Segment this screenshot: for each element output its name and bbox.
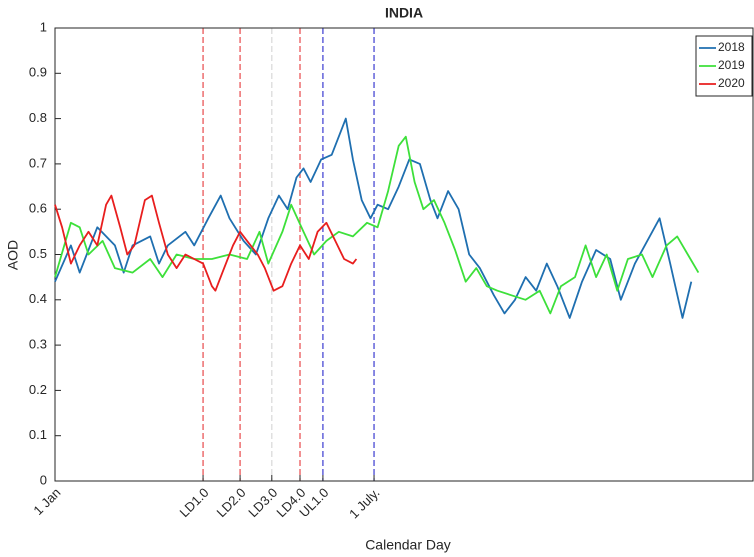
plot-frame — [54, 27, 754, 482]
y-tick-label: 0.3 — [29, 337, 47, 352]
legend-label: 2019 — [718, 58, 745, 72]
y-tick-label: 0.4 — [29, 291, 47, 306]
x-tick-label: LD3.0 — [245, 485, 280, 520]
legend-label: 2018 — [718, 40, 745, 54]
series-line — [54, 135, 700, 315]
y-tick-label: 0 — [40, 472, 47, 487]
series-line — [54, 194, 358, 292]
x-tick-label: LD2.0 — [213, 485, 248, 520]
y-tick-label: 0.8 — [29, 110, 47, 125]
y-tick-label: 0.6 — [29, 201, 47, 216]
x-tick-label: 1 Jan — [30, 485, 63, 518]
legend-label: 2020 — [718, 76, 745, 90]
y-tick-label: 0.5 — [29, 246, 47, 261]
x-tick-label: 1 July. — [346, 485, 382, 521]
y-tick-label: 0.2 — [29, 382, 47, 397]
y-tick-label: 0.1 — [29, 427, 47, 442]
x-axis-label: Calendar Day — [365, 537, 451, 553]
y-axis-label: AOD — [5, 240, 21, 270]
y-tick-label: 1 — [40, 19, 47, 34]
x-tick-label: LD1.0 — [176, 485, 211, 520]
chart-title: INDIA — [385, 5, 423, 21]
y-tick-label: 0.7 — [29, 155, 47, 170]
y-tick-label: 0.9 — [29, 65, 47, 80]
series-line — [54, 117, 693, 319]
